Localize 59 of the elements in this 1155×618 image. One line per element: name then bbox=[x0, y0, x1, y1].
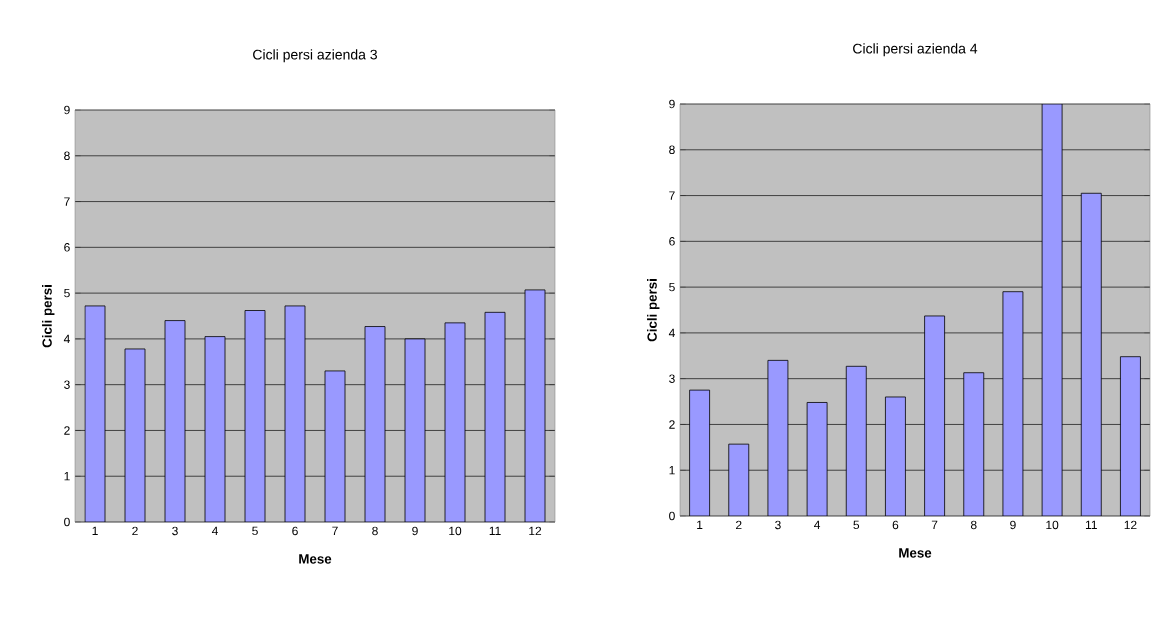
y-tick-label: 4 bbox=[668, 328, 675, 338]
y-tick-label: 1 bbox=[64, 472, 70, 481]
x-tick-label: 6 bbox=[892, 520, 899, 530]
x-tick-label: 4 bbox=[814, 520, 821, 529]
bar bbox=[924, 315, 945, 516]
bar bbox=[1120, 356, 1141, 516]
x-tick-label: 12 bbox=[529, 526, 542, 536]
y-tick-label: 7 bbox=[669, 191, 675, 200]
x-tick-label: 11 bbox=[489, 526, 501, 535]
y-tick-label: 8 bbox=[669, 145, 675, 155]
y-tick-label: 8 bbox=[64, 151, 70, 161]
bar bbox=[845, 365, 867, 516]
y-tick-label: 5 bbox=[64, 288, 70, 298]
bar bbox=[963, 372, 985, 516]
x-tick-label: 4 bbox=[211, 526, 218, 535]
y-tick-label: 3 bbox=[64, 380, 70, 389]
x-tick-label: 7 bbox=[332, 526, 338, 535]
y-tick-label: 0 bbox=[669, 511, 675, 521]
y-tick-label: 7 bbox=[64, 197, 70, 206]
x-tick-label: 12 bbox=[1124, 520, 1137, 530]
x-tick-label: 3 bbox=[172, 526, 178, 536]
x-tick-label: 9 bbox=[412, 526, 418, 536]
x-tick-label: 5 bbox=[853, 520, 860, 530]
x-tick-label: 1 bbox=[92, 526, 98, 535]
x-axis-title: Mese bbox=[299, 554, 332, 564]
x-tick-label: 9 bbox=[1010, 520, 1016, 530]
x-tick-label: 8 bbox=[970, 520, 977, 530]
x-tick-label: 7 bbox=[931, 520, 938, 529]
x-tick-label: 10 bbox=[1046, 520, 1059, 530]
y-tick-label: 5 bbox=[669, 282, 675, 292]
x-tick-label: 10 bbox=[449, 526, 462, 536]
bar bbox=[728, 443, 750, 516]
x-tick-label: 3 bbox=[775, 520, 781, 530]
y-tick-label: 4 bbox=[63, 334, 70, 344]
bar bbox=[1080, 192, 1102, 516]
x-axis-title: Mese bbox=[899, 548, 932, 558]
y-tick-label: 2 bbox=[64, 426, 70, 435]
x-tick-label: 1 bbox=[697, 520, 703, 529]
chart-title: Cicli persi azienda 4 bbox=[853, 43, 978, 57]
chart-title: Cicli persi azienda 3 bbox=[253, 49, 377, 63]
y-axis-title: Cicli persi bbox=[647, 279, 660, 342]
bar bbox=[885, 396, 906, 516]
bar bbox=[689, 389, 710, 516]
y-axis-title: Cicli persi bbox=[42, 285, 55, 348]
y-tick-label: 2 bbox=[669, 420, 675, 429]
x-tick-label: 5 bbox=[252, 526, 258, 536]
y-tick-label: 9 bbox=[64, 105, 70, 115]
y-tick-label: 1 bbox=[669, 466, 675, 475]
y-tick-label: 6 bbox=[669, 237, 675, 246]
bar bbox=[1041, 104, 1063, 516]
y-tick-label: 6 bbox=[64, 243, 70, 252]
y-tick-label: 9 bbox=[669, 99, 675, 109]
y-tick-label: 3 bbox=[669, 374, 675, 383]
x-tick-label: 2 bbox=[736, 520, 742, 530]
x-tick-label: 11 bbox=[1085, 520, 1097, 529]
x-tick-label: 6 bbox=[292, 526, 298, 536]
y-tick-label: 0 bbox=[64, 517, 70, 527]
x-tick-label: 8 bbox=[372, 526, 378, 536]
x-tick-label: 2 bbox=[132, 526, 138, 536]
